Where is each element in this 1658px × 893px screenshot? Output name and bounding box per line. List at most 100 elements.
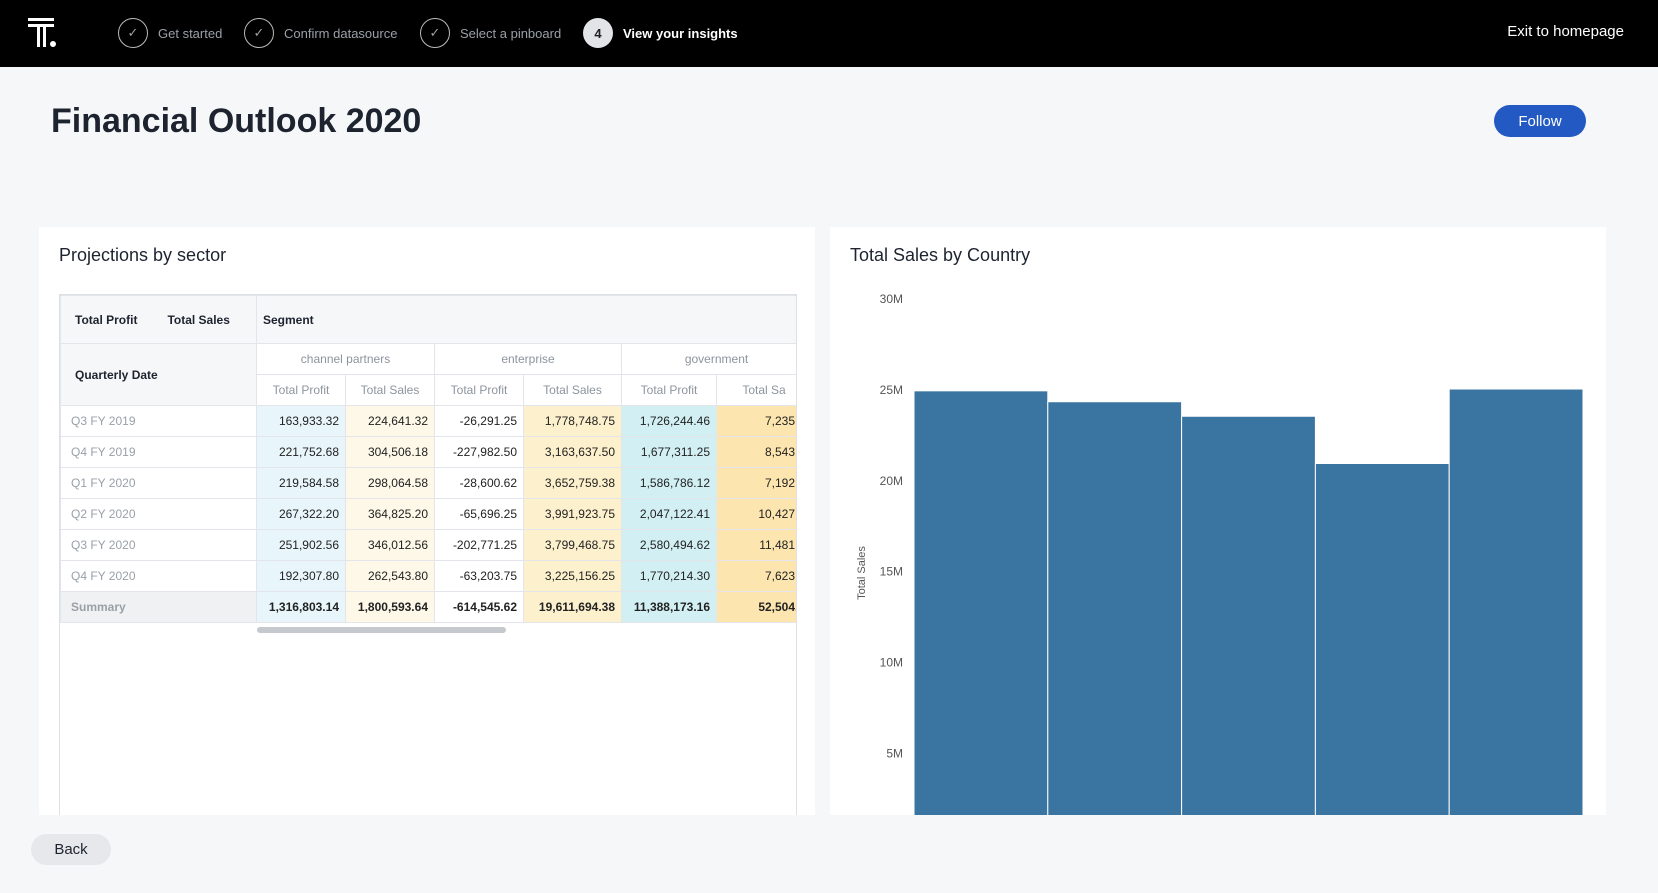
cell: 3,799,468.75: [524, 530, 622, 561]
chart-panel: Total Sales by Country Total Sales5M10M1…: [830, 227, 1606, 815]
bar: [1182, 416, 1316, 815]
top-bar: ✓Get started ✓Confirm datasource ✓Select…: [0, 0, 1658, 67]
row-field: Quarterly Date: [61, 344, 257, 406]
cell: -614,545.62: [435, 592, 524, 623]
cell: 3,225,156.25: [524, 561, 622, 592]
row-label: Q4 FY 2020: [61, 561, 257, 592]
cell: 7,623,0: [717, 561, 798, 592]
bar: [1315, 464, 1449, 816]
exit-link[interactable]: Exit to homepage: [1507, 23, 1624, 40]
segment-header: channel partners: [257, 344, 435, 375]
chart: Total Sales5M10M15M20M25M30M: [830, 227, 1606, 815]
header-row: Total Profit Total Sales Segment: [61, 296, 798, 344]
cell: 10,427,5: [717, 499, 798, 530]
measure-chip: Total Profit: [75, 313, 137, 327]
column-header: Total Profit: [622, 375, 717, 406]
y-tick-label: 15M: [880, 565, 903, 579]
cell: 251,902.56: [257, 530, 346, 561]
back-button[interactable]: Back: [31, 834, 111, 865]
row-label: Q4 FY 2019: [61, 437, 257, 468]
row-label: Q1 FY 2020: [61, 468, 257, 499]
summary-row: Summary1,316,803.141,800,593.64-614,545.…: [61, 592, 798, 623]
row-label: Q3 FY 2020: [61, 530, 257, 561]
table: Total ProfitTotal SalesSegmentQuarterly …: [60, 295, 797, 623]
logo[interactable]: [28, 18, 58, 48]
bar: [1449, 389, 1583, 815]
row-label: Q2 FY 2020: [61, 499, 257, 530]
cell: 7,235,7: [717, 406, 798, 437]
cell: 304,506.18: [346, 437, 435, 468]
data-row: Q2 FY 2020267,322.20364,825.20-65,696.25…: [61, 499, 798, 530]
cell: 346,012.56: [346, 530, 435, 561]
panel-title: Projections by sector: [59, 245, 226, 266]
cell: 267,322.20: [257, 499, 346, 530]
cell: 3,163,637.50: [524, 437, 622, 468]
measures-cell: Total Profit Total Sales: [61, 296, 257, 344]
cell: 1,586,786.12: [622, 468, 717, 499]
step[interactable]: ✓Select a pinboard: [420, 17, 561, 49]
y-tick-label: 10M: [880, 656, 903, 670]
column-header: Total Sales: [524, 375, 622, 406]
step[interactable]: ✓Confirm datasource: [244, 17, 397, 49]
segment-row: Quarterly Datechannel partnersenterprise…: [61, 344, 798, 375]
segment-header: government: [622, 344, 798, 375]
cell: 11,481,9: [717, 530, 798, 561]
cell: 8,543,5: [717, 437, 798, 468]
cell: 3,991,923.75: [524, 499, 622, 530]
cell: 364,825.20: [346, 499, 435, 530]
page-title: Financial Outlook 2020: [51, 102, 421, 141]
y-tick-label: 30M: [880, 292, 903, 306]
table-panel: Projections by sector Total ProfitTotal …: [39, 227, 815, 815]
data-row: Q3 FY 2020251,902.56346,012.56-202,771.2…: [61, 530, 798, 561]
step[interactable]: 4View your insights: [583, 17, 738, 49]
follow-button[interactable]: Follow: [1494, 105, 1586, 137]
step-label: Select a pinboard: [460, 26, 561, 41]
segment-header: enterprise: [435, 344, 622, 375]
data-row: Q1 FY 2020219,584.58298,064.58-28,600.62…: [61, 468, 798, 499]
column-field: Segment: [257, 296, 798, 344]
column-header: Total Profit: [257, 375, 346, 406]
measure-chip: Total Sales: [167, 313, 229, 327]
column-header: Total Sales: [346, 375, 435, 406]
cell: -65,696.25: [435, 499, 524, 530]
cell: 224,641.32: [346, 406, 435, 437]
cell: 262,543.80: [346, 561, 435, 592]
cell: 1,770,214.30: [622, 561, 717, 592]
cell: -63,203.75: [435, 561, 524, 592]
step-label: Confirm datasource: [284, 26, 397, 41]
cell: 3,652,759.38: [524, 468, 622, 499]
cell: 7,192,3: [717, 468, 798, 499]
bar: [1048, 402, 1182, 815]
cell: 2,047,122.41: [622, 499, 717, 530]
cell: 2,580,494.62: [622, 530, 717, 561]
data-row: Q4 FY 2020192,307.80262,543.80-63,203.75…: [61, 561, 798, 592]
cell: 221,752.68: [257, 437, 346, 468]
y-tick-label: 20M: [880, 474, 903, 488]
cell: -202,771.25: [435, 530, 524, 561]
row-label: Q3 FY 2019: [61, 406, 257, 437]
cell: 1,316,803.14: [257, 592, 346, 623]
cell: -227,982.50: [435, 437, 524, 468]
data-row: Q4 FY 2019221,752.68304,506.18-227,982.5…: [61, 437, 798, 468]
scrollbar[interactable]: [257, 627, 506, 633]
cell: 11,388,173.16: [622, 592, 717, 623]
y-tick-label: 5M: [886, 746, 903, 760]
cell: 192,307.80: [257, 561, 346, 592]
cell: 163,933.32: [257, 406, 346, 437]
step[interactable]: ✓Get started: [118, 17, 222, 49]
cell: 1,778,748.75: [524, 406, 622, 437]
cell: 1,677,311.25: [622, 437, 717, 468]
cell: 219,584.58: [257, 468, 346, 499]
y-tick-label: 25M: [880, 383, 903, 397]
bar: [914, 391, 1048, 815]
column-header: Total Sa: [717, 375, 798, 406]
data-row: Q3 FY 2019163,933.32224,641.32-26,291.25…: [61, 406, 798, 437]
cell: 52,504,2: [717, 592, 798, 623]
row-label: Summary: [61, 592, 257, 623]
step-number: 4: [583, 18, 613, 48]
step-label: Get started: [158, 26, 222, 41]
cell: 1,726,244.46: [622, 406, 717, 437]
cell: -28,600.62: [435, 468, 524, 499]
column-header: Total Profit: [435, 375, 524, 406]
